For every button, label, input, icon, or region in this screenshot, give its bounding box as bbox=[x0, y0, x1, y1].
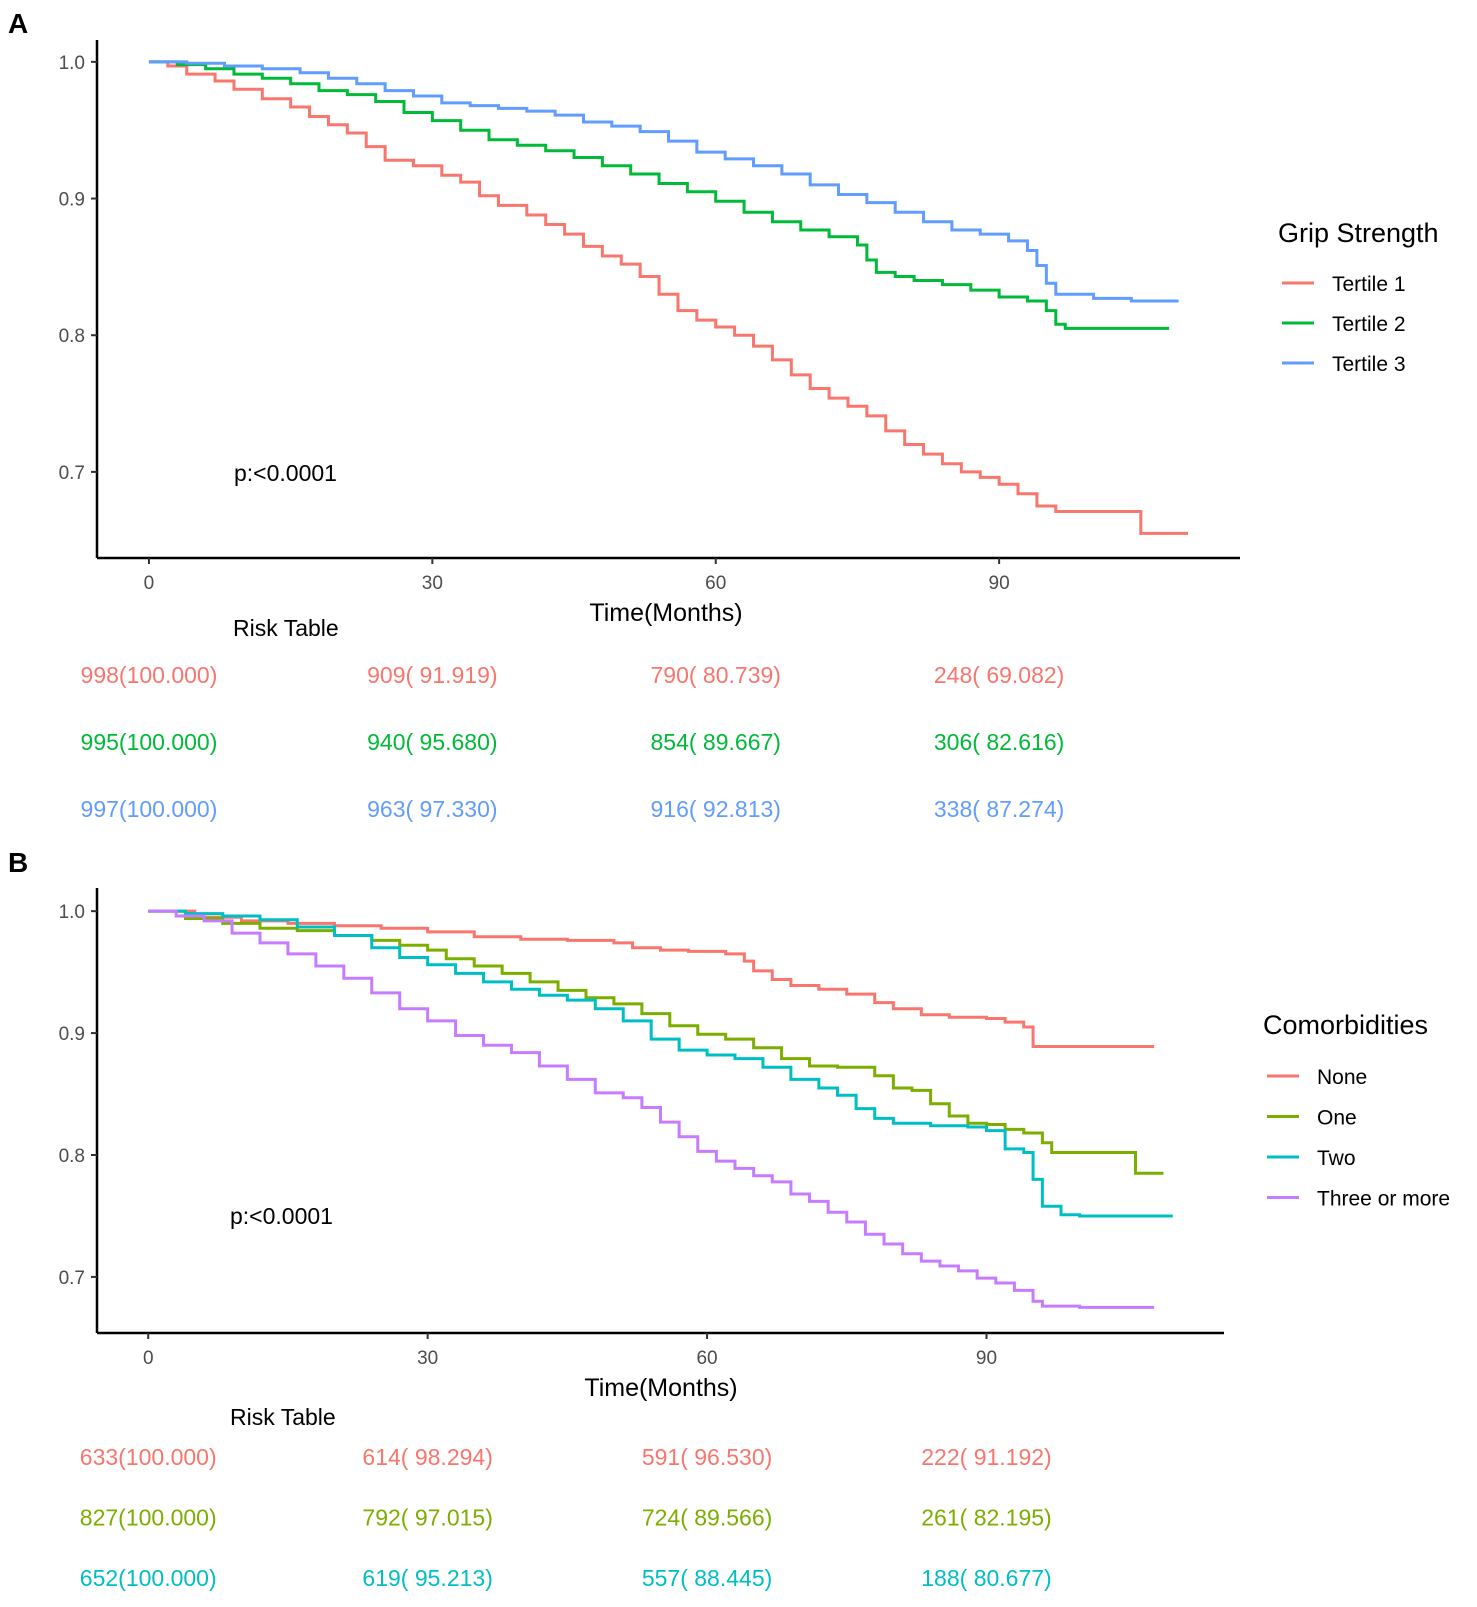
risk-cell-tertile-3: 338( 87.274) bbox=[934, 796, 1064, 822]
risk-cell-none: 591( 96.530) bbox=[642, 1444, 772, 1470]
y-axis-a: 0.7 0.8 0.9 1.0 bbox=[59, 53, 97, 484]
y-axis-b: 0.7 0.8 0.9 1.0 bbox=[59, 902, 97, 1289]
risk-cell-none: 614( 98.294) bbox=[362, 1444, 492, 1470]
risk-cell-tertile-1: 998(100.000) bbox=[81, 662, 218, 688]
y-tick-label: 0.9 bbox=[59, 190, 85, 211]
risk-cell-tertile-1: 909( 91.919) bbox=[367, 662, 497, 688]
x-axis-title-a: Time(Months) bbox=[589, 599, 742, 627]
risk-cell-tertile-1: 248( 69.082) bbox=[934, 662, 1064, 688]
legend-title-a: Grip Strength bbox=[1278, 218, 1439, 248]
survival-curves-a bbox=[148, 60, 1189, 535]
x-tick-label: 60 bbox=[696, 1348, 717, 1369]
risk-cell-two: 652(100.000) bbox=[80, 1565, 217, 1591]
y-tick-label: 0.7 bbox=[59, 1268, 85, 1289]
risk-cell-tertile-2: 854( 89.667) bbox=[651, 729, 781, 755]
risk-cell-one: 261( 82.195) bbox=[921, 1505, 1051, 1531]
x-axis-a: 0 30 60 90 bbox=[144, 558, 1010, 594]
p-value-annotation-a: p:<0.0001 bbox=[234, 460, 337, 486]
y-tick-label: 1.0 bbox=[59, 902, 85, 923]
survival-curves-b bbox=[148, 909, 1173, 1309]
legend-label-three-or-more: Three or more bbox=[1317, 1188, 1450, 1211]
risk-cell-none: 633(100.000) bbox=[80, 1444, 217, 1470]
risk-cell-tertile-3: 963( 97.330) bbox=[367, 796, 497, 822]
x-axis-title-b: Time(Months) bbox=[584, 1374, 737, 1402]
panel-label-b: B bbox=[8, 847, 28, 878]
survival-curve-tertile-2-a bbox=[148, 60, 1170, 330]
y-tick-label: 0.8 bbox=[59, 1146, 85, 1167]
legend-label-tertile-3: Tertile 3 bbox=[1332, 353, 1406, 376]
legend-title-b: Comorbidities bbox=[1263, 1010, 1428, 1040]
risk-cell-tertile-2: 995(100.000) bbox=[81, 729, 218, 755]
risk-cell-one: 724( 89.566) bbox=[642, 1505, 772, 1531]
survival-curve-two-b bbox=[148, 909, 1173, 1218]
risk-cell-one: 792( 97.015) bbox=[362, 1505, 492, 1531]
x-tick-label: 30 bbox=[417, 1348, 438, 1369]
x-tick-label: 30 bbox=[422, 573, 443, 594]
survival-curve-tertile-1-a bbox=[148, 60, 1189, 535]
x-tick-label: 0 bbox=[144, 573, 155, 594]
survival-curve-none-b bbox=[148, 909, 1155, 1048]
legend-label-none: None bbox=[1317, 1066, 1367, 1089]
p-value-annotation-b: p:<0.0001 bbox=[230, 1203, 333, 1229]
risk-cell-tertile-1: 790( 80.739) bbox=[651, 662, 781, 688]
risk-cell-two: 188( 80.677) bbox=[921, 1565, 1051, 1591]
risk-cell-tertile-3: 916( 92.813) bbox=[651, 796, 781, 822]
x-tick-label: 90 bbox=[976, 1348, 997, 1369]
legend-label-two: Two bbox=[1317, 1147, 1356, 1170]
legend-b: Comorbidities None One Two Three or more bbox=[1263, 1010, 1450, 1211]
x-tick-label: 0 bbox=[143, 1348, 154, 1369]
risk-cell-one: 827(100.000) bbox=[80, 1505, 217, 1531]
survival-curve-one-b bbox=[148, 909, 1164, 1175]
survival-curve-tertile-3-a bbox=[148, 60, 1179, 303]
risk-cell-two: 557( 88.445) bbox=[642, 1565, 772, 1591]
risk-cell-tertile-2: 940( 95.680) bbox=[367, 729, 497, 755]
x-axis-b: 0 30 60 90 bbox=[143, 1333, 997, 1369]
x-tick-label: 60 bbox=[705, 573, 726, 594]
panel-a: A 0.7 0.8 0.9 1.0 0 30 60 90 Time(Months) p:<0… bbox=[8, 8, 1439, 822]
risk-cell-tertile-2: 306( 82.616) bbox=[934, 729, 1064, 755]
risk-cell-none: 222( 91.192) bbox=[921, 1444, 1051, 1470]
risk-table-title-a: Risk Table bbox=[233, 615, 339, 641]
risk-cell-tertile-3: 997(100.000) bbox=[81, 796, 218, 822]
survival-curve-three-or-more-b bbox=[148, 909, 1155, 1309]
panel-label-a: A bbox=[8, 8, 28, 39]
legend-label-one: One bbox=[1317, 1107, 1357, 1130]
risk-cell-two: 619( 95.213) bbox=[362, 1565, 492, 1591]
risk-table-title-b: Risk Table bbox=[230, 1404, 336, 1430]
risk-table-b: 633(100.000) 614( 98.294) 591( 96.530) 222(… bbox=[80, 1444, 1052, 1591]
legend-a: Grip Strength Tertile 1 Tertile 2 Tertile … bbox=[1278, 218, 1439, 376]
legend-label-tertile-2: Tertile 2 bbox=[1332, 313, 1406, 336]
y-tick-label: 0.7 bbox=[59, 463, 85, 484]
y-tick-label: 0.9 bbox=[59, 1024, 85, 1045]
panel-b: B 0.7 0.8 0.9 1.0 0 30 60 90 Time(Months) p:<0… bbox=[8, 847, 1450, 1591]
legend-label-tertile-1: Tertile 1 bbox=[1332, 273, 1406, 296]
x-tick-label: 90 bbox=[989, 573, 1010, 594]
y-tick-label: 0.8 bbox=[59, 326, 85, 347]
y-tick-label: 1.0 bbox=[59, 53, 85, 74]
risk-table-a: 998(100.000) 909( 91.919) 790( 80.739) 248(… bbox=[81, 662, 1065, 822]
